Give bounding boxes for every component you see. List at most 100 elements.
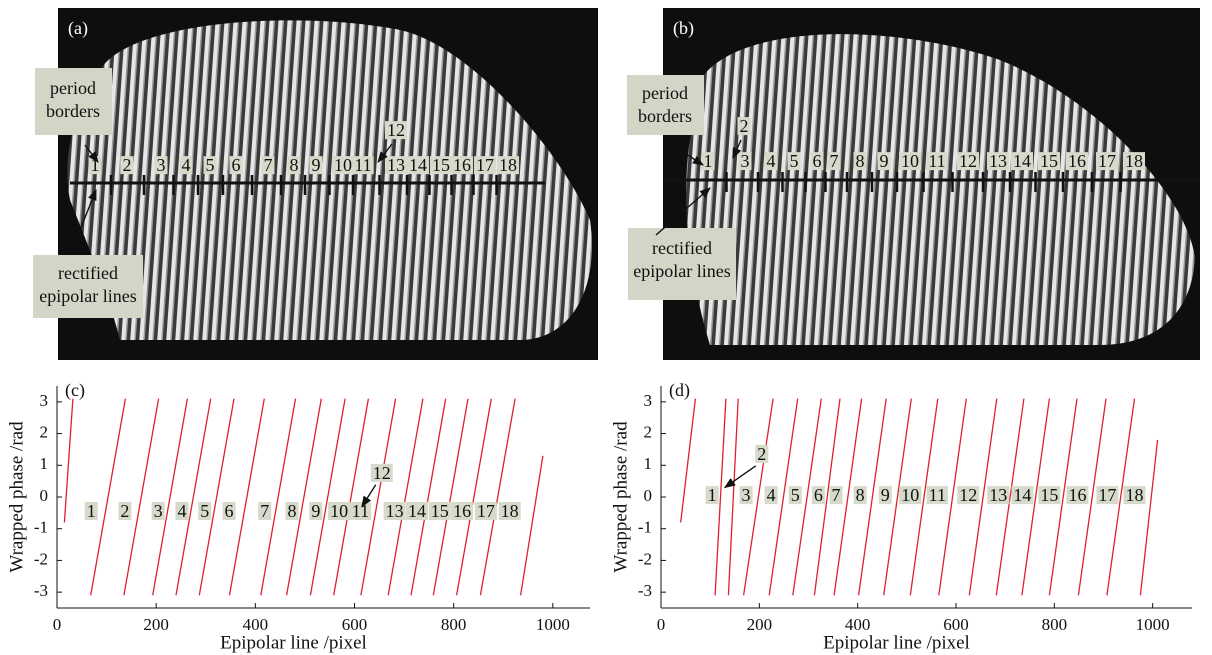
- period-number: 5: [206, 155, 215, 175]
- x-tick-label: 800: [1042, 615, 1068, 634]
- x-axis-title: Epipolar line /pixel: [220, 632, 367, 653]
- annotation: 5: [791, 485, 800, 505]
- annotation: 2: [757, 444, 766, 464]
- period-number: 4: [182, 155, 191, 175]
- annotation: 12: [373, 463, 391, 483]
- note-text: epipolar lines: [633, 261, 730, 281]
- annotation: 17: [1098, 485, 1116, 505]
- annotation: 1: [708, 485, 717, 505]
- x-tick-label: 400: [243, 615, 269, 634]
- period-number: 8: [290, 155, 299, 175]
- y-tick-label: 0: [644, 486, 653, 505]
- period-number: 7: [264, 155, 273, 175]
- period-number: 16: [453, 155, 471, 175]
- note-text: rectified: [652, 238, 712, 258]
- period-number: 8: [856, 151, 865, 171]
- annotation: 15: [1040, 485, 1058, 505]
- period-number: 11: [354, 155, 371, 175]
- y-tick-label: 2: [644, 422, 653, 441]
- annotation: 7: [832, 485, 841, 505]
- annotation: 5: [200, 501, 209, 521]
- y-tick-label: 1: [644, 454, 653, 473]
- y-tick-label: -2: [34, 549, 48, 568]
- period-number: 1: [704, 151, 713, 171]
- period-number: 2: [123, 155, 132, 175]
- callout-number: 12: [387, 120, 405, 140]
- period-number: 5: [790, 151, 799, 171]
- period-number: 9: [312, 155, 321, 175]
- x-axis-title: Epipolar line /pixel: [823, 632, 970, 653]
- period-number: 15: [432, 155, 450, 175]
- period-number: 14: [409, 155, 427, 175]
- period-number: 14: [1013, 151, 1031, 171]
- x-tick-label: 0: [657, 615, 666, 634]
- x-tick-label: 800: [441, 615, 467, 634]
- note-text: borders: [46, 101, 100, 121]
- annotation: 16: [453, 501, 471, 521]
- annotation: 15: [431, 501, 449, 521]
- note-text: period: [642, 83, 688, 103]
- annotation: 18: [501, 501, 519, 521]
- annotation: 9: [881, 485, 890, 505]
- annotation: 18: [1125, 485, 1143, 505]
- arrow: [725, 466, 756, 488]
- annotation: 4: [767, 485, 776, 505]
- x-tick-label: 600: [342, 615, 368, 634]
- y-tick-label: -3: [638, 581, 652, 600]
- x-tick-label: 600: [943, 615, 969, 634]
- annotation: 14: [408, 501, 426, 521]
- x-tick-label: 200: [143, 615, 169, 634]
- annotation: 8: [856, 485, 865, 505]
- annotation: 11: [352, 501, 369, 521]
- period-number: 4: [767, 151, 776, 171]
- period-number: 13: [989, 151, 1007, 171]
- y-tick-label: 2: [40, 422, 49, 441]
- annotation: 10: [330, 501, 348, 521]
- annotation: 3: [154, 501, 163, 521]
- period-number: 6: [813, 151, 822, 171]
- period-number: 6: [232, 155, 241, 175]
- y-tick-label: 3: [40, 391, 49, 410]
- period-number: 17: [476, 155, 494, 175]
- period-number: 18: [499, 155, 517, 175]
- panel-label: (c): [65, 380, 85, 401]
- annotation: 10: [901, 485, 919, 505]
- y-axis-title: Wrapped phase /rad: [6, 421, 27, 573]
- period-number: 7: [830, 151, 839, 171]
- annotation: 11: [929, 485, 946, 505]
- period-number: 3: [157, 155, 166, 175]
- y-tick-label: 1: [40, 454, 49, 473]
- annotation: 6: [225, 501, 234, 521]
- note-text: borders: [638, 106, 692, 126]
- figure: (a)123456789101113141516171812periodbord…: [0, 0, 1212, 655]
- annotation: 13: [386, 501, 404, 521]
- y-tick-label: -2: [638, 549, 652, 568]
- period-number: 10: [334, 155, 352, 175]
- period-number: 17: [1098, 151, 1116, 171]
- panel-label: (b): [673, 18, 694, 39]
- y-tick-label: -1: [34, 518, 48, 537]
- note-text: rectified: [58, 263, 118, 283]
- period-number: 9: [880, 151, 889, 171]
- annotation: 1: [87, 501, 96, 521]
- period-number: 16: [1068, 151, 1086, 171]
- period-number: 10: [901, 151, 919, 171]
- phase-line: [64, 399, 543, 596]
- period-number: 12: [959, 151, 977, 171]
- x-tick-label: 0: [53, 615, 62, 634]
- annotation: 17: [477, 501, 495, 521]
- annotation: 13: [989, 485, 1007, 505]
- note-text: epipolar lines: [39, 286, 136, 306]
- annotation: 7: [260, 501, 269, 521]
- panel-label: (a): [68, 18, 88, 39]
- annotation: 6: [814, 485, 823, 505]
- annotation: 2: [120, 501, 129, 521]
- x-tick-label: 400: [845, 615, 871, 634]
- x-tick-label: 1000: [536, 615, 570, 634]
- y-tick-label: -1: [638, 518, 652, 537]
- annotation: 3: [742, 485, 751, 505]
- period-number: 13: [387, 155, 405, 175]
- period-number: 18: [1125, 151, 1143, 171]
- annotation: 4: [177, 501, 186, 521]
- panel-label: (d): [669, 380, 690, 401]
